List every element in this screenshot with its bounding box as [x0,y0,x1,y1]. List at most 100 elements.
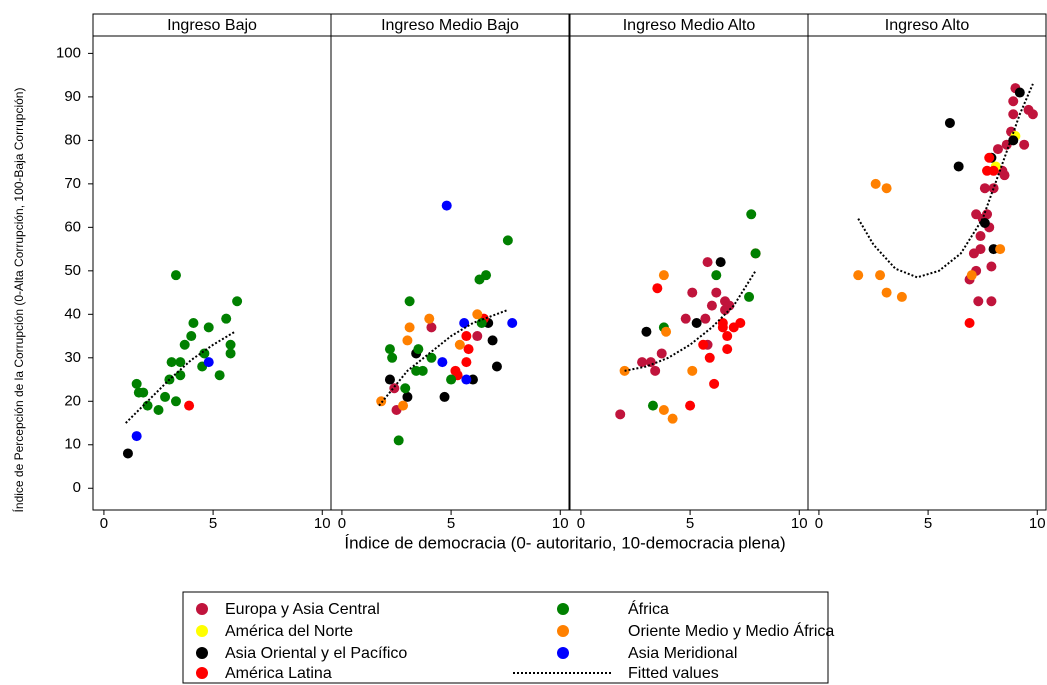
data-point [988,183,999,194]
data-point [702,257,713,268]
data-point [142,400,153,411]
legend-label: África [628,599,669,618]
legend-marker [196,647,208,659]
data-point [184,400,195,411]
data-point [975,231,986,242]
data-point [968,248,979,259]
data-point [615,409,626,420]
data-point [661,326,672,337]
legend-marker [557,647,569,659]
data-point [402,335,413,346]
data-point [472,309,483,320]
y-tick-label: 10 [64,436,81,453]
data-point [637,357,648,368]
data-point [232,296,243,307]
y-tick-label: 90 [64,88,81,105]
x-axis-label: Índice de democracia (0- autoritario, 10… [344,533,785,552]
x-tick-label: 5 [447,515,455,532]
data-point [398,400,409,411]
facet-title: Ingreso Bajo [167,17,257,34]
plot-frame [92,35,332,511]
data-point [647,400,658,411]
data-point [704,352,715,363]
data-point [170,396,181,407]
facet-title: Ingreso Alto [885,17,970,34]
data-point [170,270,181,281]
data-point [387,352,398,363]
data-point [711,270,722,281]
data-point [424,313,435,324]
y-tick-label: 0 [73,479,81,496]
data-point [487,335,498,346]
data-point [722,344,733,355]
facet-title: Ingreso Medio Bajo [381,17,519,34]
y-tick-label: 40 [64,305,81,322]
data-point [986,296,997,307]
data-point [389,383,400,394]
data-point [160,391,171,402]
data-point [463,344,474,355]
data-point [750,248,761,259]
x-tick-label: 5 [686,515,694,532]
data-point [1027,109,1038,120]
data-point [426,322,437,333]
data-point [715,257,726,268]
data-point [481,270,492,281]
y-tick-label: 70 [64,175,81,192]
y-tick-label: 100 [56,44,81,61]
legend-label: Europa y Asia Central [225,601,380,618]
data-point [685,400,696,411]
x-tick-label: 0 [338,515,346,532]
data-point [724,300,735,311]
facet-title: Ingreso Medio Alto [623,17,756,34]
x-tick-label: 5 [924,515,932,532]
data-point [186,331,197,342]
x-tick-label: 10 [314,515,331,532]
data-point [199,348,210,359]
data-point [953,161,964,172]
data-point [404,322,415,333]
y-axis-label: Índice de Percepción de la Corrupción (0… [11,88,26,513]
plot-frame [569,35,809,511]
data-point [744,291,755,302]
data-point [179,339,190,350]
data-point [881,183,892,194]
data-point [491,361,502,372]
data-point [400,383,411,394]
data-point [507,318,518,329]
data-point [691,318,702,329]
data-point [203,357,214,368]
data-point [459,318,470,329]
fitted-line [624,270,757,372]
data-point [439,391,450,402]
data-point [426,352,437,363]
y-tick-label: 50 [64,262,81,279]
data-point [687,287,698,298]
plot-frame [807,35,1047,511]
data-point [706,300,717,311]
data-point [709,378,720,389]
data-point [746,209,757,220]
x-tick-label: 5 [209,515,217,532]
data-point [502,235,513,246]
fitted-line [378,309,509,407]
data-point [203,322,214,333]
legend-label: Asia Meridional [628,645,737,662]
data-point [441,200,452,211]
data-point [667,413,678,424]
data-point [973,296,984,307]
fitted-line [125,330,236,424]
data-point [225,339,236,350]
data-point [214,370,225,381]
data-point [680,313,691,324]
legend-box [182,591,829,684]
data-point [188,318,199,329]
data-point [645,357,656,368]
data-point [1008,135,1019,146]
data-point [853,270,864,281]
data-point [472,331,483,342]
data-point [131,431,142,442]
data-point [1008,96,1019,107]
data-point [881,287,892,298]
data-point [461,374,472,385]
